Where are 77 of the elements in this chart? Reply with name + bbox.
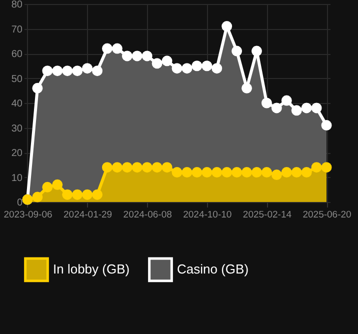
point bbox=[271, 170, 282, 180]
point bbox=[311, 102, 322, 114]
point bbox=[122, 162, 132, 173]
point bbox=[122, 50, 132, 62]
point bbox=[192, 167, 202, 178]
point bbox=[182, 167, 192, 178]
point bbox=[52, 179, 63, 190]
y-tick-label: 30 bbox=[11, 123, 23, 134]
point bbox=[32, 192, 43, 202]
point bbox=[152, 162, 162, 173]
point bbox=[301, 102, 312, 114]
point bbox=[162, 56, 172, 66]
point bbox=[222, 21, 232, 32]
point bbox=[251, 167, 262, 178]
point bbox=[102, 162, 112, 173]
point bbox=[301, 167, 312, 178]
point bbox=[261, 167, 272, 178]
point bbox=[321, 162, 332, 173]
point bbox=[242, 82, 252, 94]
x-tick-label: 2023-09-06 bbox=[4, 210, 52, 220]
point bbox=[172, 63, 182, 74]
point bbox=[142, 50, 152, 62]
point bbox=[172, 167, 182, 178]
point bbox=[212, 63, 222, 74]
y-tick-label: 10 bbox=[11, 172, 23, 184]
point bbox=[142, 162, 152, 173]
point bbox=[152, 58, 162, 69]
x-tick-label: 2024-10-10 bbox=[183, 210, 232, 220]
y-tick-label: 60 bbox=[11, 49, 23, 60]
point bbox=[82, 189, 93, 200]
point bbox=[291, 105, 302, 116]
x-tick-label: 2025-02-14 bbox=[242, 210, 292, 220]
point bbox=[112, 162, 122, 173]
point bbox=[72, 66, 83, 76]
point bbox=[202, 60, 212, 72]
point bbox=[82, 63, 93, 74]
y-tick-label: 0 bbox=[16, 198, 23, 208]
point bbox=[72, 189, 83, 200]
point bbox=[62, 189, 73, 200]
y-tick-label: 50 bbox=[11, 74, 23, 85]
point bbox=[92, 189, 103, 200]
point bbox=[52, 66, 63, 76]
point bbox=[102, 43, 112, 54]
point bbox=[291, 167, 302, 178]
point bbox=[192, 60, 202, 72]
x-tick-label: 2025-06-20 bbox=[302, 210, 352, 220]
point bbox=[132, 50, 142, 62]
point bbox=[281, 167, 292, 178]
x-tick-label: 2024-06-08 bbox=[123, 210, 172, 220]
point bbox=[32, 82, 43, 94]
point bbox=[232, 167, 242, 178]
point bbox=[202, 167, 212, 178]
point bbox=[132, 162, 142, 173]
point bbox=[222, 167, 232, 178]
point bbox=[321, 120, 332, 131]
point bbox=[271, 102, 282, 114]
y-tick-label: 20 bbox=[11, 148, 23, 159]
point bbox=[281, 95, 292, 106]
legend-label: In lobby (GB) bbox=[53, 262, 130, 277]
point bbox=[182, 63, 192, 74]
x-tick-label: 2024-01-29 bbox=[63, 210, 112, 220]
point bbox=[311, 162, 322, 173]
y-tick-label: 70 bbox=[11, 24, 23, 36]
point bbox=[212, 167, 222, 178]
point bbox=[242, 167, 252, 178]
y-tick-label: 40 bbox=[11, 98, 23, 110]
legend-label: Casino (GB) bbox=[177, 262, 249, 277]
point bbox=[42, 66, 53, 76]
point bbox=[62, 66, 73, 76]
point bbox=[92, 66, 103, 76]
y-tick-label: 80 bbox=[11, 0, 23, 10]
point bbox=[112, 43, 122, 54]
point bbox=[42, 182, 53, 192]
point bbox=[232, 46, 242, 56]
point bbox=[261, 98, 272, 108]
point bbox=[251, 46, 262, 56]
point bbox=[162, 162, 172, 173]
